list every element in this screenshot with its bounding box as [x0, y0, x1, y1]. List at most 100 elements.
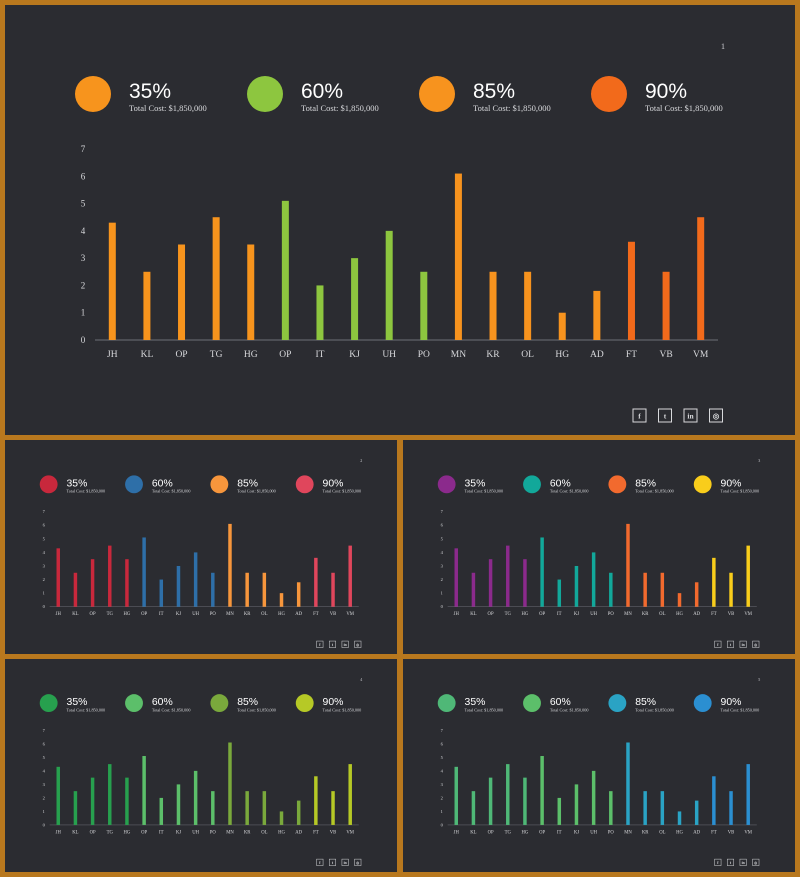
x-tick-label: JH: [454, 612, 460, 617]
linkedin-icon[interactable]: in: [683, 408, 698, 423]
instagram-icon[interactable]: ◎: [709, 408, 723, 423]
y-tick-label: 1: [441, 809, 443, 814]
facebook-icon[interactable]: f: [632, 408, 647, 423]
instagram-icon[interactable]: ◎: [752, 640, 760, 648]
stat-label: Total Cost: $1,850,000: [67, 708, 106, 714]
stat-label: Total Cost: $1,850,000: [237, 489, 276, 495]
y-tick-label: 0: [43, 822, 46, 827]
stat-circle: [39, 694, 58, 713]
x-tick-label: KL: [470, 612, 476, 617]
linkedin-icon[interactable]: in: [739, 640, 747, 648]
instagram-icon[interactable]: ◎: [354, 858, 362, 866]
y-tick-label: 6: [441, 741, 444, 746]
x-tick-label: KL: [470, 830, 476, 835]
y-tick-label: 4: [441, 768, 444, 773]
y-tick-label: 6: [43, 741, 46, 746]
stat-label: Total Cost: $1,850,000: [67, 489, 106, 495]
y-tick-label: 1: [43, 809, 45, 814]
bar: [159, 797, 164, 825]
x-tick-label: PO: [210, 612, 217, 617]
bar: [176, 565, 181, 607]
bar: [108, 764, 112, 825]
x-tick-label: OP: [175, 350, 187, 360]
bar: [660, 791, 665, 825]
stat-circle: [437, 694, 456, 713]
linkedin-icon[interactable]: in: [341, 640, 349, 648]
x-tick-label: JH: [56, 830, 62, 835]
stat-label: Total Cost: $1,850,000: [635, 489, 674, 495]
stat-percent: 85%: [237, 478, 258, 489]
facebook-icon[interactable]: f: [714, 858, 722, 866]
facebook-icon[interactable]: f: [714, 640, 722, 648]
facebook-icon[interactable]: f: [316, 858, 324, 866]
svg-text:in: in: [344, 643, 348, 647]
x-tick-label: HG: [676, 830, 683, 835]
bar: [506, 545, 510, 607]
x-tick-label: OP: [279, 350, 291, 360]
svg-text:in: in: [742, 643, 746, 647]
linkedin-icon[interactable]: in: [739, 858, 747, 866]
bar: [643, 791, 647, 825]
linkedin-icon[interactable]: in: [341, 858, 349, 866]
stat-percent: 60%: [301, 80, 343, 103]
instagram-icon[interactable]: ◎: [354, 640, 362, 648]
bar: [627, 241, 635, 340]
x-tick-label: TG: [107, 612, 114, 617]
svg-text:f: f: [717, 861, 719, 865]
bar: [626, 742, 630, 825]
bar: [108, 222, 116, 340]
stat-percent: 90%: [645, 80, 687, 103]
y-tick-label: 7: [81, 144, 86, 154]
twitter-icon[interactable]: t: [727, 640, 734, 648]
bar: [697, 217, 705, 340]
x-tick-label: OP: [90, 830, 96, 835]
stat-label: Total Cost: $1,850,000: [721, 708, 760, 714]
twitter-icon[interactable]: t: [727, 858, 734, 866]
y-tick-label: 3: [43, 782, 46, 787]
bar: [193, 770, 198, 825]
bar: [56, 766, 60, 825]
x-tick-label: MN: [226, 830, 234, 835]
stat-label: Total Cost: $1,850,000: [237, 708, 276, 714]
x-tick-label: MN: [226, 612, 234, 617]
facebook-icon[interactable]: f: [316, 640, 324, 648]
svg-text:in: in: [687, 412, 694, 421]
bar: [712, 557, 716, 607]
twitter-icon[interactable]: t: [329, 640, 336, 648]
stat-circle: [693, 694, 712, 713]
bar: [694, 582, 699, 607]
x-tick-label: FT: [626, 350, 637, 360]
stat-percent: 35%: [67, 697, 88, 708]
x-tick-label: PO: [418, 350, 430, 360]
svg-text:t: t: [332, 861, 334, 865]
bar: [296, 582, 301, 607]
bar: [540, 537, 544, 607]
instagram-icon[interactable]: ◎: [752, 858, 760, 866]
x-tick-label: IT: [159, 830, 164, 835]
x-tick-label: MN: [624, 612, 632, 617]
stat-percent: 35%: [465, 478, 486, 489]
bar: [626, 523, 630, 607]
y-tick-label: 4: [43, 768, 46, 773]
bar: [489, 271, 497, 340]
x-tick-label: OP: [141, 830, 147, 835]
x-tick-label: JH: [454, 830, 460, 835]
bar: [574, 565, 579, 607]
stat-percent: 90%: [323, 697, 344, 708]
bar: [314, 557, 318, 607]
stat-label: Total Cost: $1,850,000: [465, 708, 504, 714]
x-tick-label: PO: [608, 830, 615, 835]
x-tick-label: AD: [295, 612, 302, 617]
bar: [420, 271, 428, 340]
twitter-icon[interactable]: t: [329, 858, 336, 866]
twitter-icon[interactable]: t: [658, 408, 672, 423]
x-tick-label: IT: [557, 830, 562, 835]
y-tick-label: 2: [43, 795, 45, 800]
bar: [712, 776, 716, 825]
stat-percent: 60%: [152, 697, 173, 708]
stat-label: Total Cost: $1,850,000: [301, 103, 379, 113]
x-tick-label: UH: [382, 350, 396, 360]
page-number: 2: [360, 458, 362, 463]
y-tick-label: 5: [43, 536, 46, 541]
